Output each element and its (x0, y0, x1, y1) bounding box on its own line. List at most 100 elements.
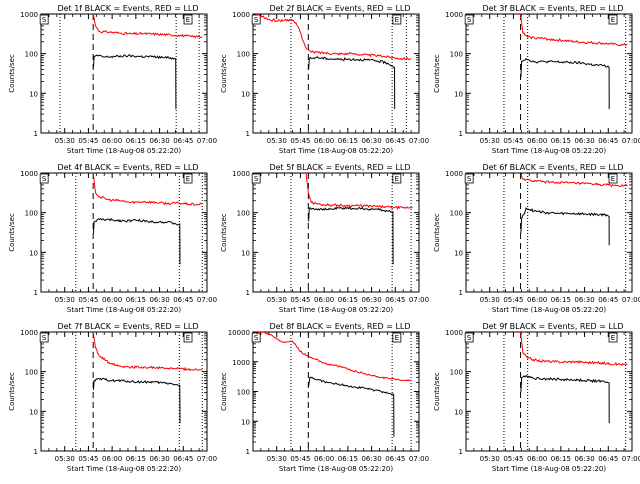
lld-series-line (255, 332, 412, 382)
y-tick-label: 1 (246, 130, 250, 138)
y-tick-label: 10000 (228, 329, 250, 337)
y-tick-label: 100 (237, 51, 250, 59)
x-tick-label: 06:45 (598, 296, 618, 304)
x-tick-label: 06:45 (385, 137, 405, 145)
chart-panel-6: Det 6f BLACK = Events, RED = LLD 1 10 100 10… (433, 163, 640, 314)
chart-title: Det 6f BLACK = Events, RED = LLD (482, 163, 623, 172)
x-tick-label: 07:00 (622, 296, 640, 304)
y-tick-label: 10 (454, 90, 463, 98)
marker-label-e: E (395, 175, 399, 183)
y-tick-label: 1 (246, 448, 250, 456)
y-tick-label: 100 (450, 210, 463, 218)
marker-label-e: E (186, 16, 190, 24)
marker-label-s: S (254, 334, 259, 342)
y-axis-label: Counts/sec (220, 372, 228, 411)
marker-box-s (39, 332, 49, 343)
marker-box-e (183, 332, 193, 343)
marker-label-s: S (467, 175, 472, 183)
x-tick-label: 06:15 (126, 296, 146, 304)
events-series-line (520, 57, 610, 110)
marker-label-s: S (254, 175, 259, 183)
marker-box-s (464, 14, 474, 25)
y-tick-label: 1000 (20, 170, 38, 178)
y-tick-label: 1 (459, 448, 463, 456)
events-series-line (308, 206, 394, 265)
chart-panel-7: Det 7f BLACK = Events, RED = LLD 1 10 100 10… (8, 322, 217, 473)
lld-series-line (92, 173, 203, 206)
x-tick-label: 06:15 (338, 296, 358, 304)
x-tick-label: 07:00 (622, 455, 640, 463)
x-tick-label: 05:45 (290, 137, 310, 145)
marker-box-s (39, 173, 49, 184)
y-tick-label: 10 (241, 249, 250, 257)
y-tick-label: 1000 (445, 329, 463, 337)
x-tick-label: 06:15 (551, 137, 571, 145)
chart-title: Det 4f BLACK = Events, RED = LLD (57, 163, 198, 172)
x-tick-label: 06:45 (385, 455, 405, 463)
x-tick-label: 06:00 (102, 296, 122, 304)
y-axis-label: Counts/sec (8, 213, 16, 252)
marker-box-e (392, 332, 402, 343)
y-tick-label: 100 (25, 369, 38, 377)
marker-label-s: S (467, 16, 472, 24)
x-tick-label: 06:45 (173, 455, 193, 463)
x-tick-label: 06:15 (126, 137, 146, 145)
y-tick-label: 1 (246, 289, 250, 297)
x-tick-label: 06:45 (598, 455, 618, 463)
y-tick-label: 100 (237, 210, 250, 218)
x-tick-label: 05:30 (267, 455, 287, 463)
marker-box-e (392, 173, 402, 184)
lld-series-line (305, 173, 413, 211)
x-tick-label: 06:30 (149, 455, 169, 463)
chart-panel-1: Det 1f BLACK = Events, RED = LLD 1 10 100 10… (8, 4, 217, 155)
x-tick-label: 06:45 (385, 296, 405, 304)
x-axis-label: Start Time (18-Aug-08 05:22:20) (67, 147, 181, 155)
marker-label-e: E (611, 175, 615, 183)
x-tick-label: 07:00 (409, 455, 429, 463)
x-axis-label: Start Time (18-Aug-08 05:22:20) (279, 306, 393, 314)
x-tick-label: 06:30 (361, 137, 381, 145)
x-tick-label: 06:00 (314, 296, 334, 304)
lld-series-line (92, 332, 203, 372)
y-tick-label: 1 (34, 448, 38, 456)
x-tick-label: 05:30 (55, 137, 75, 145)
x-tick-label: 06:00 (314, 137, 334, 145)
chart-title: Det 1f BLACK = Events, RED = LLD (57, 4, 198, 13)
y-tick-label: 100 (25, 210, 38, 218)
marker-box-e (183, 14, 193, 25)
marker-label-e: E (186, 175, 190, 183)
x-tick-label: 06:00 (527, 137, 547, 145)
chart-title: Det 3f BLACK = Events, RED = LLD (482, 4, 623, 13)
plot-frame (40, 331, 208, 452)
plot-frame (465, 331, 633, 452)
events-series-line (520, 374, 610, 424)
x-tick-label: 06:00 (102, 137, 122, 145)
y-tick-label: 1000 (232, 11, 250, 19)
x-tick-label: 05:45 (503, 296, 523, 304)
marker-box-e (183, 173, 193, 184)
plot-frame (465, 172, 633, 293)
events-series-line (93, 217, 181, 265)
x-tick-label: 06:00 (527, 296, 547, 304)
marker-label-s: S (42, 175, 47, 183)
chart-panel-5: Det 5f BLACK = Events, RED = LLD 1 10 100 10… (220, 163, 429, 314)
x-tick-label: 06:30 (149, 137, 169, 145)
plot-frame (40, 172, 208, 293)
x-tick-label: 06:45 (598, 137, 618, 145)
chart-panel-4: Det 4f BLACK = Events, RED = LLD 1 10 100 10… (8, 163, 217, 314)
y-tick-label: 10 (29, 249, 38, 257)
y-axis-label: Counts/sec (433, 213, 441, 252)
lld-series-line (256, 14, 412, 61)
y-tick-label: 10 (29, 408, 38, 416)
plot-frame (40, 13, 208, 134)
y-axis-label: Counts/sec (8, 372, 16, 411)
x-tick-label: 05:30 (267, 296, 287, 304)
x-tick-label: 05:30 (267, 137, 287, 145)
marker-label-e: E (611, 16, 615, 24)
marker-box-e (608, 14, 618, 25)
y-tick-label: 100 (237, 389, 250, 397)
chart-title: Det 5f BLACK = Events, RED = LLD (269, 163, 410, 172)
chart-panel-8: Det 8f BLACK = Events, RED = LLD 1 10 100 10… (220, 322, 429, 473)
x-tick-label: 06:15 (338, 137, 358, 145)
y-axis-label: Counts/sec (8, 54, 16, 93)
